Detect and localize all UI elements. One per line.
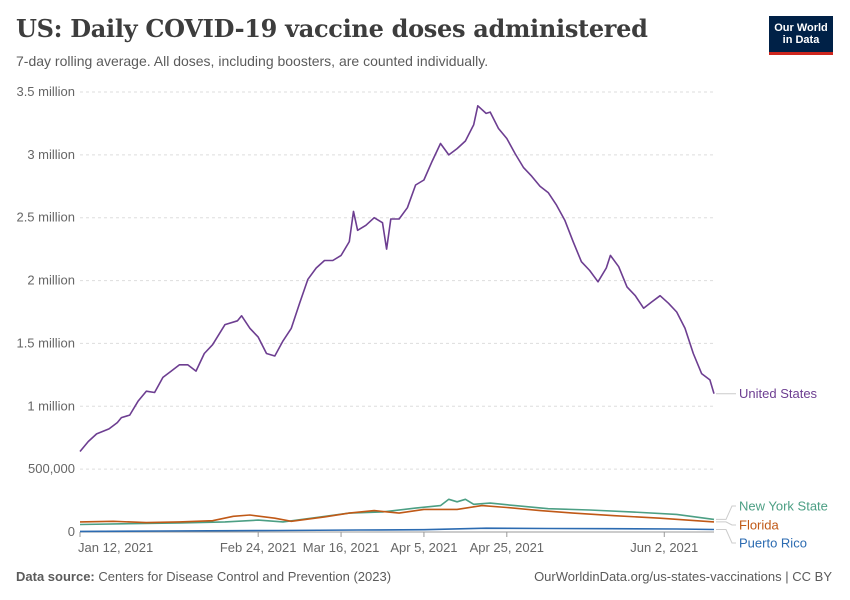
owid-logo[interactable]: Our World in Data <box>769 16 833 55</box>
series-line-united-states <box>79 105 715 453</box>
y-tick-label: 3.5 million <box>16 84 75 99</box>
series-label-florida: Florida <box>739 518 780 533</box>
logo-line-2: in Data <box>782 34 820 46</box>
x-tick-label: Feb 24, 2021 <box>220 540 297 555</box>
x-tick-label: Apr 5, 2021 <box>390 540 457 555</box>
data-source-label: Data source: <box>16 569 95 584</box>
series-label-connector <box>716 521 736 526</box>
y-tick-label: 500,000 <box>28 461 75 476</box>
chart-subtitle: 7-day rolling average. All doses, includ… <box>16 53 489 69</box>
footer-links: OurWorldinData.org/us-states-vaccination… <box>534 569 832 584</box>
logo-line-1: Our World <box>774 22 828 34</box>
source-link[interactable]: OurWorldinData.org/us-states-vaccination… <box>534 569 782 584</box>
data-source: Data source: Centers for Disease Control… <box>16 569 391 584</box>
y-tick-label: 0 <box>68 524 75 539</box>
line-chart: 0 500,000 1 million 1.5 million 2 million 2.5… <box>16 84 828 555</box>
series-line-florida <box>79 504 715 524</box>
series-line-new-york-state <box>79 498 715 526</box>
y-tick-label: 2.5 million <box>16 210 75 225</box>
series-label-connector <box>716 529 736 544</box>
y-tick-label: 1 million <box>27 398 75 413</box>
chart-title: US: Daily COVID-19 vaccine doses adminis… <box>16 14 648 43</box>
series-line-puerto-rico <box>79 527 715 533</box>
y-tick-label: 2 million <box>27 273 75 288</box>
series-label-united-states: United States <box>739 386 818 401</box>
x-tick-label: Jun 2, 2021 <box>630 540 698 555</box>
x-tick-label: Apr 25, 2021 <box>470 540 544 555</box>
license-text: | CC BY <box>785 569 832 584</box>
series-label-connector <box>716 505 736 520</box>
y-tick-label: 1.5 million <box>16 335 75 350</box>
x-tick-label: Mar 16, 2021 <box>303 540 380 555</box>
x-tick-label: Jan 12, 2021 <box>78 540 153 555</box>
data-source-text: Centers for Disease Control and Preventi… <box>98 569 392 584</box>
series-label-new-york-state: New York State <box>739 499 828 514</box>
y-tick-label: 3 million <box>27 147 75 162</box>
series-label-puerto-rico: Puerto Rico <box>739 536 807 551</box>
